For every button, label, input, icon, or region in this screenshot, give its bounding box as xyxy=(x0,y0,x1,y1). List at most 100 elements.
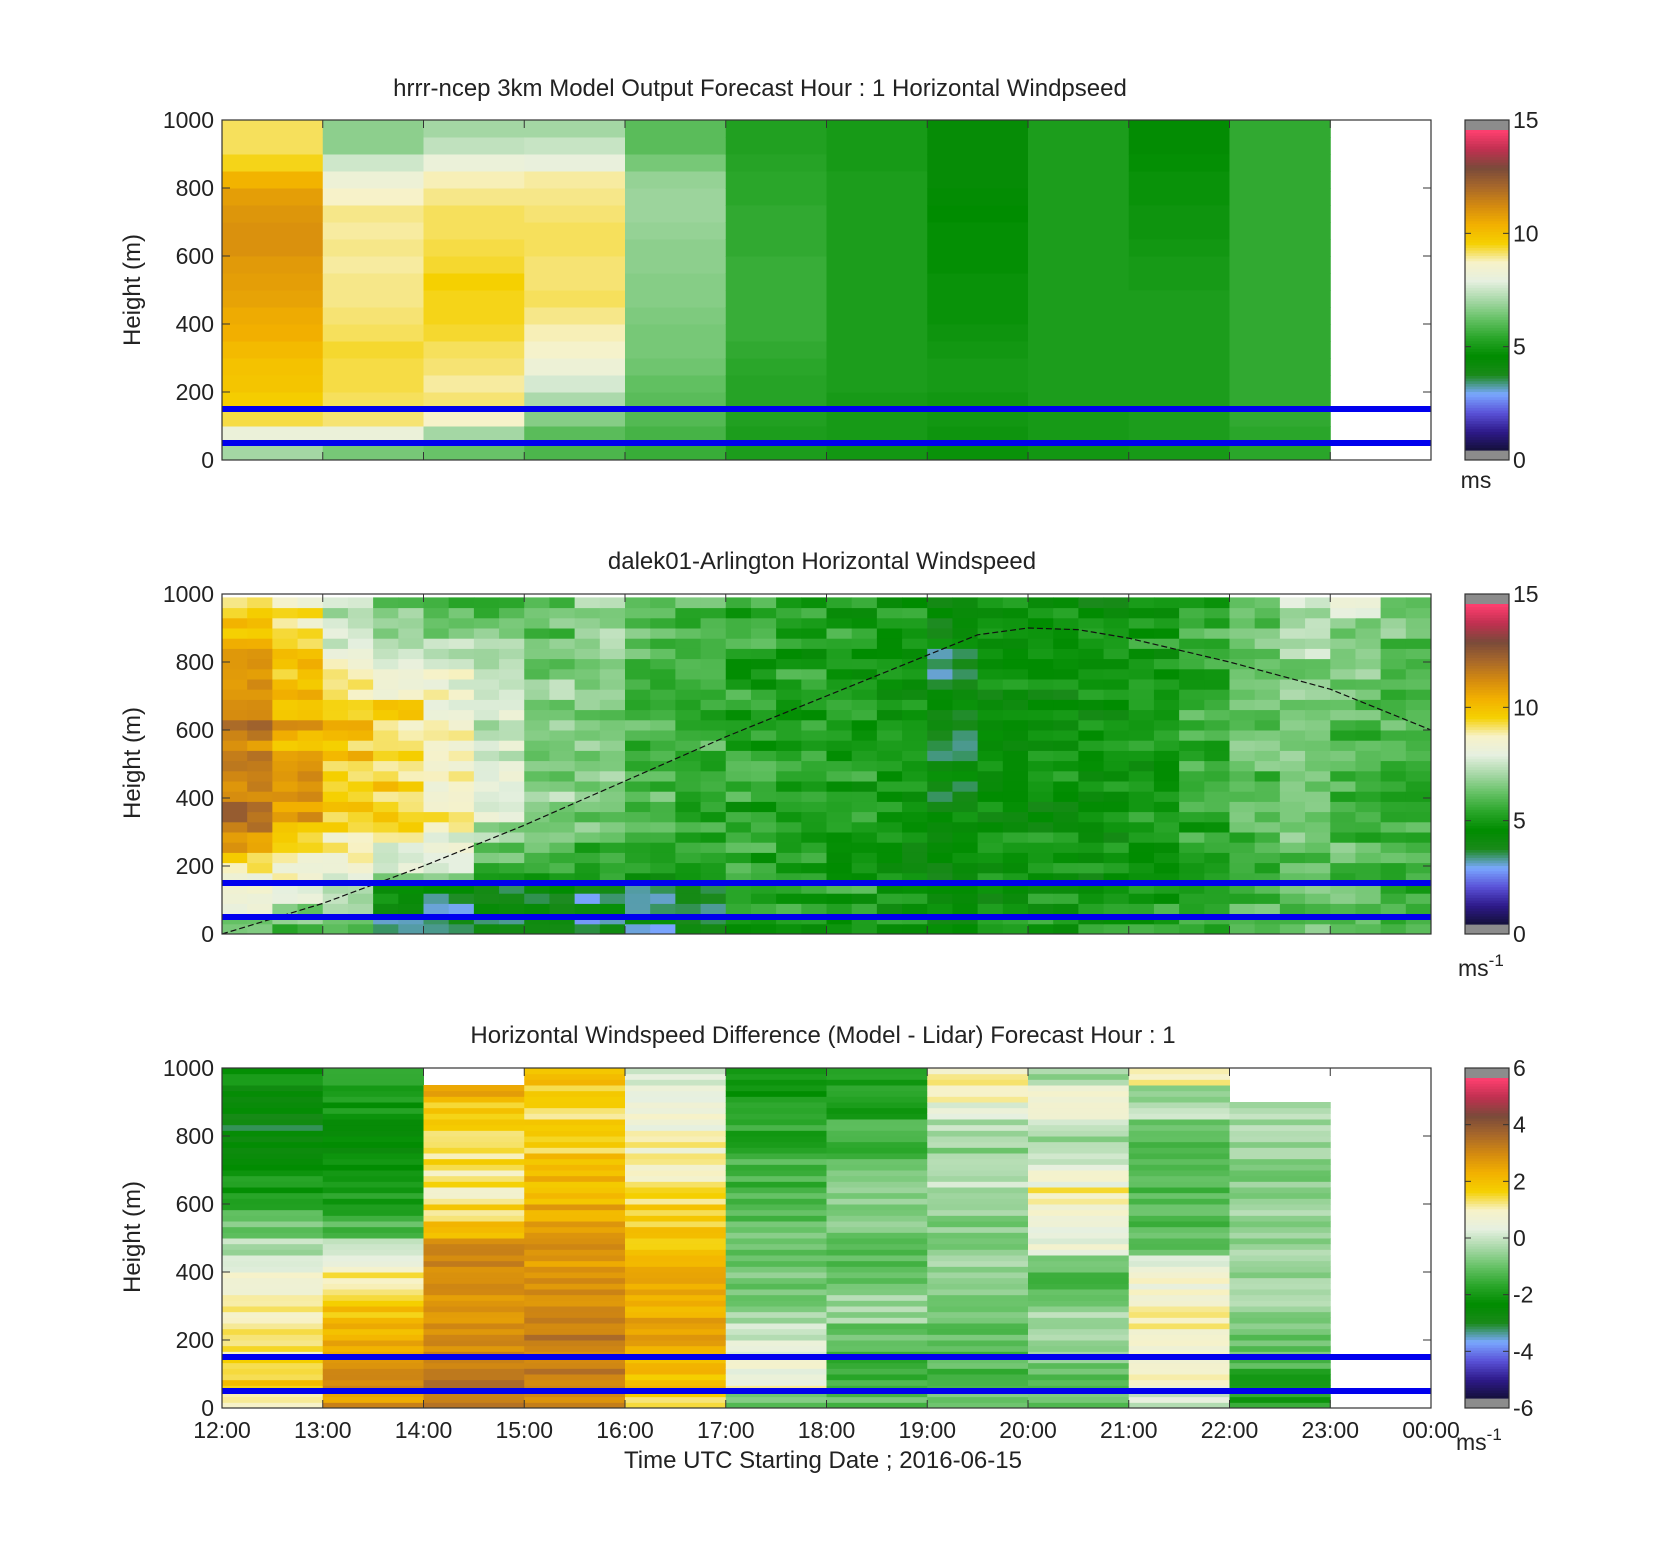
heatmap-cell xyxy=(927,821,953,833)
heatmap-cell xyxy=(625,1204,727,1211)
heatmap-cell xyxy=(524,1334,626,1341)
heatmap-cell xyxy=(448,617,475,629)
heatmap-cell xyxy=(1229,1306,1331,1313)
heatmap-cell xyxy=(625,1124,727,1131)
colorbar-tick-label: -6 xyxy=(1513,1395,1533,1421)
heatmap-cell xyxy=(524,1396,626,1403)
heatmap-cell xyxy=(625,1391,727,1398)
heatmap-cell xyxy=(725,120,827,138)
heatmap-cell xyxy=(927,862,953,874)
heatmap-cell xyxy=(222,607,248,619)
heatmap-cell xyxy=(1355,791,1382,802)
colorbar-segment xyxy=(1465,649,1509,653)
heatmap-cell xyxy=(1103,730,1130,741)
heatmap-cell xyxy=(625,832,651,843)
heatmap-cell xyxy=(700,781,727,792)
heatmap-cell xyxy=(1355,617,1382,629)
heatmap-cell xyxy=(599,709,626,721)
heatmap-cell xyxy=(272,597,299,609)
heatmap-cell xyxy=(222,781,248,792)
heatmap-cell xyxy=(625,1113,727,1120)
heatmap-cell xyxy=(222,120,324,138)
colorbar-segment xyxy=(1465,804,1509,808)
heatmap-cell xyxy=(625,821,651,833)
heatmap-cell xyxy=(625,760,651,772)
heatmap-cell xyxy=(1229,222,1331,240)
heatmap-cell xyxy=(1128,409,1230,427)
heatmap-cell xyxy=(222,426,324,444)
heatmap-cell xyxy=(222,1226,324,1233)
colorbar-segment xyxy=(1465,678,1509,682)
heatmap-cell xyxy=(1279,658,1306,670)
heatmap-cell xyxy=(725,770,752,782)
heatmap-cell xyxy=(1229,1119,1331,1126)
colorbar-segment xyxy=(1465,335,1509,339)
heatmap-cell xyxy=(599,607,626,619)
heatmap-cell xyxy=(1028,1073,1130,1080)
heatmap-cell xyxy=(1279,883,1306,894)
heatmap-cell xyxy=(398,709,424,721)
heatmap-cell xyxy=(1128,1362,1230,1369)
heatmap-cell xyxy=(675,770,702,782)
heatmap-cell xyxy=(247,648,273,660)
heatmap-cell xyxy=(423,1334,525,1341)
heatmap-cell xyxy=(851,628,878,639)
heatmap-cell xyxy=(776,893,802,904)
colorbar-segment xyxy=(1465,252,1509,256)
heatmap-cell xyxy=(1028,358,1130,376)
heatmap-cell xyxy=(322,1119,424,1126)
heatmap-cell xyxy=(1103,760,1130,772)
heatmap-cell xyxy=(700,883,727,894)
heatmap-cell xyxy=(1078,852,1105,864)
colorbar-segment xyxy=(1465,793,1509,797)
heatmap-cell xyxy=(322,679,349,690)
heatmap-cell xyxy=(1028,730,1054,741)
heatmap-cell xyxy=(524,1368,626,1375)
heatmap-cell xyxy=(952,903,979,915)
colorbar-segment xyxy=(1465,854,1509,858)
heatmap-cell xyxy=(599,801,626,813)
heatmap-cell xyxy=(1078,740,1105,751)
heatmap-cell xyxy=(725,1085,827,1092)
heatmap-cell xyxy=(1229,1238,1331,1245)
heatmap-cell xyxy=(1355,883,1382,894)
colorbar-segment xyxy=(1465,164,1509,168)
heatmap-cell xyxy=(750,648,777,660)
heatmap-cell xyxy=(1028,188,1130,206)
colorbar-tick-label: 15 xyxy=(1513,107,1539,133)
heatmap-cell xyxy=(977,852,1004,864)
heatmap-cell xyxy=(1078,658,1105,670)
heatmap-cell xyxy=(876,740,903,751)
heatmap-cell xyxy=(1330,689,1356,700)
heatmap-cell xyxy=(625,1362,727,1369)
heatmap-cell xyxy=(927,1362,1029,1369)
heatmap-cell xyxy=(1128,719,1155,731)
colorbar-unit: ms-1 xyxy=(1458,951,1504,981)
heatmap-cell xyxy=(1128,791,1155,802)
heatmap-cell xyxy=(675,740,702,751)
heatmap-cell xyxy=(952,740,979,751)
heatmap-cell xyxy=(373,607,399,619)
heatmap-cell xyxy=(1028,832,1054,843)
heatmap-cell xyxy=(1028,1141,1130,1148)
heatmap-cell xyxy=(776,770,802,782)
heatmap-cell xyxy=(1305,842,1331,853)
heatmap-cell xyxy=(1279,811,1306,823)
x-tick-label: 12:00 xyxy=(193,1417,251,1443)
heatmap-cell xyxy=(927,1215,1029,1222)
heatmap-cell xyxy=(322,409,424,427)
colorbar-segment xyxy=(1465,606,1509,610)
heatmap-cell xyxy=(473,852,500,864)
heatmap-cell xyxy=(725,290,827,308)
heatmap-cell xyxy=(574,903,601,915)
heatmap-cell xyxy=(1229,1164,1331,1171)
colorbar-segment xyxy=(1465,258,1509,262)
heatmap-cell xyxy=(297,781,324,792)
heatmap-cell xyxy=(902,607,928,619)
heatmap-cell xyxy=(297,638,324,649)
heatmap-cell xyxy=(423,1198,525,1205)
heatmap-cell xyxy=(952,648,979,660)
heatmap-cell xyxy=(524,1402,626,1409)
heatmap-cell xyxy=(1405,607,1432,619)
heatmap-cell xyxy=(826,1368,928,1375)
